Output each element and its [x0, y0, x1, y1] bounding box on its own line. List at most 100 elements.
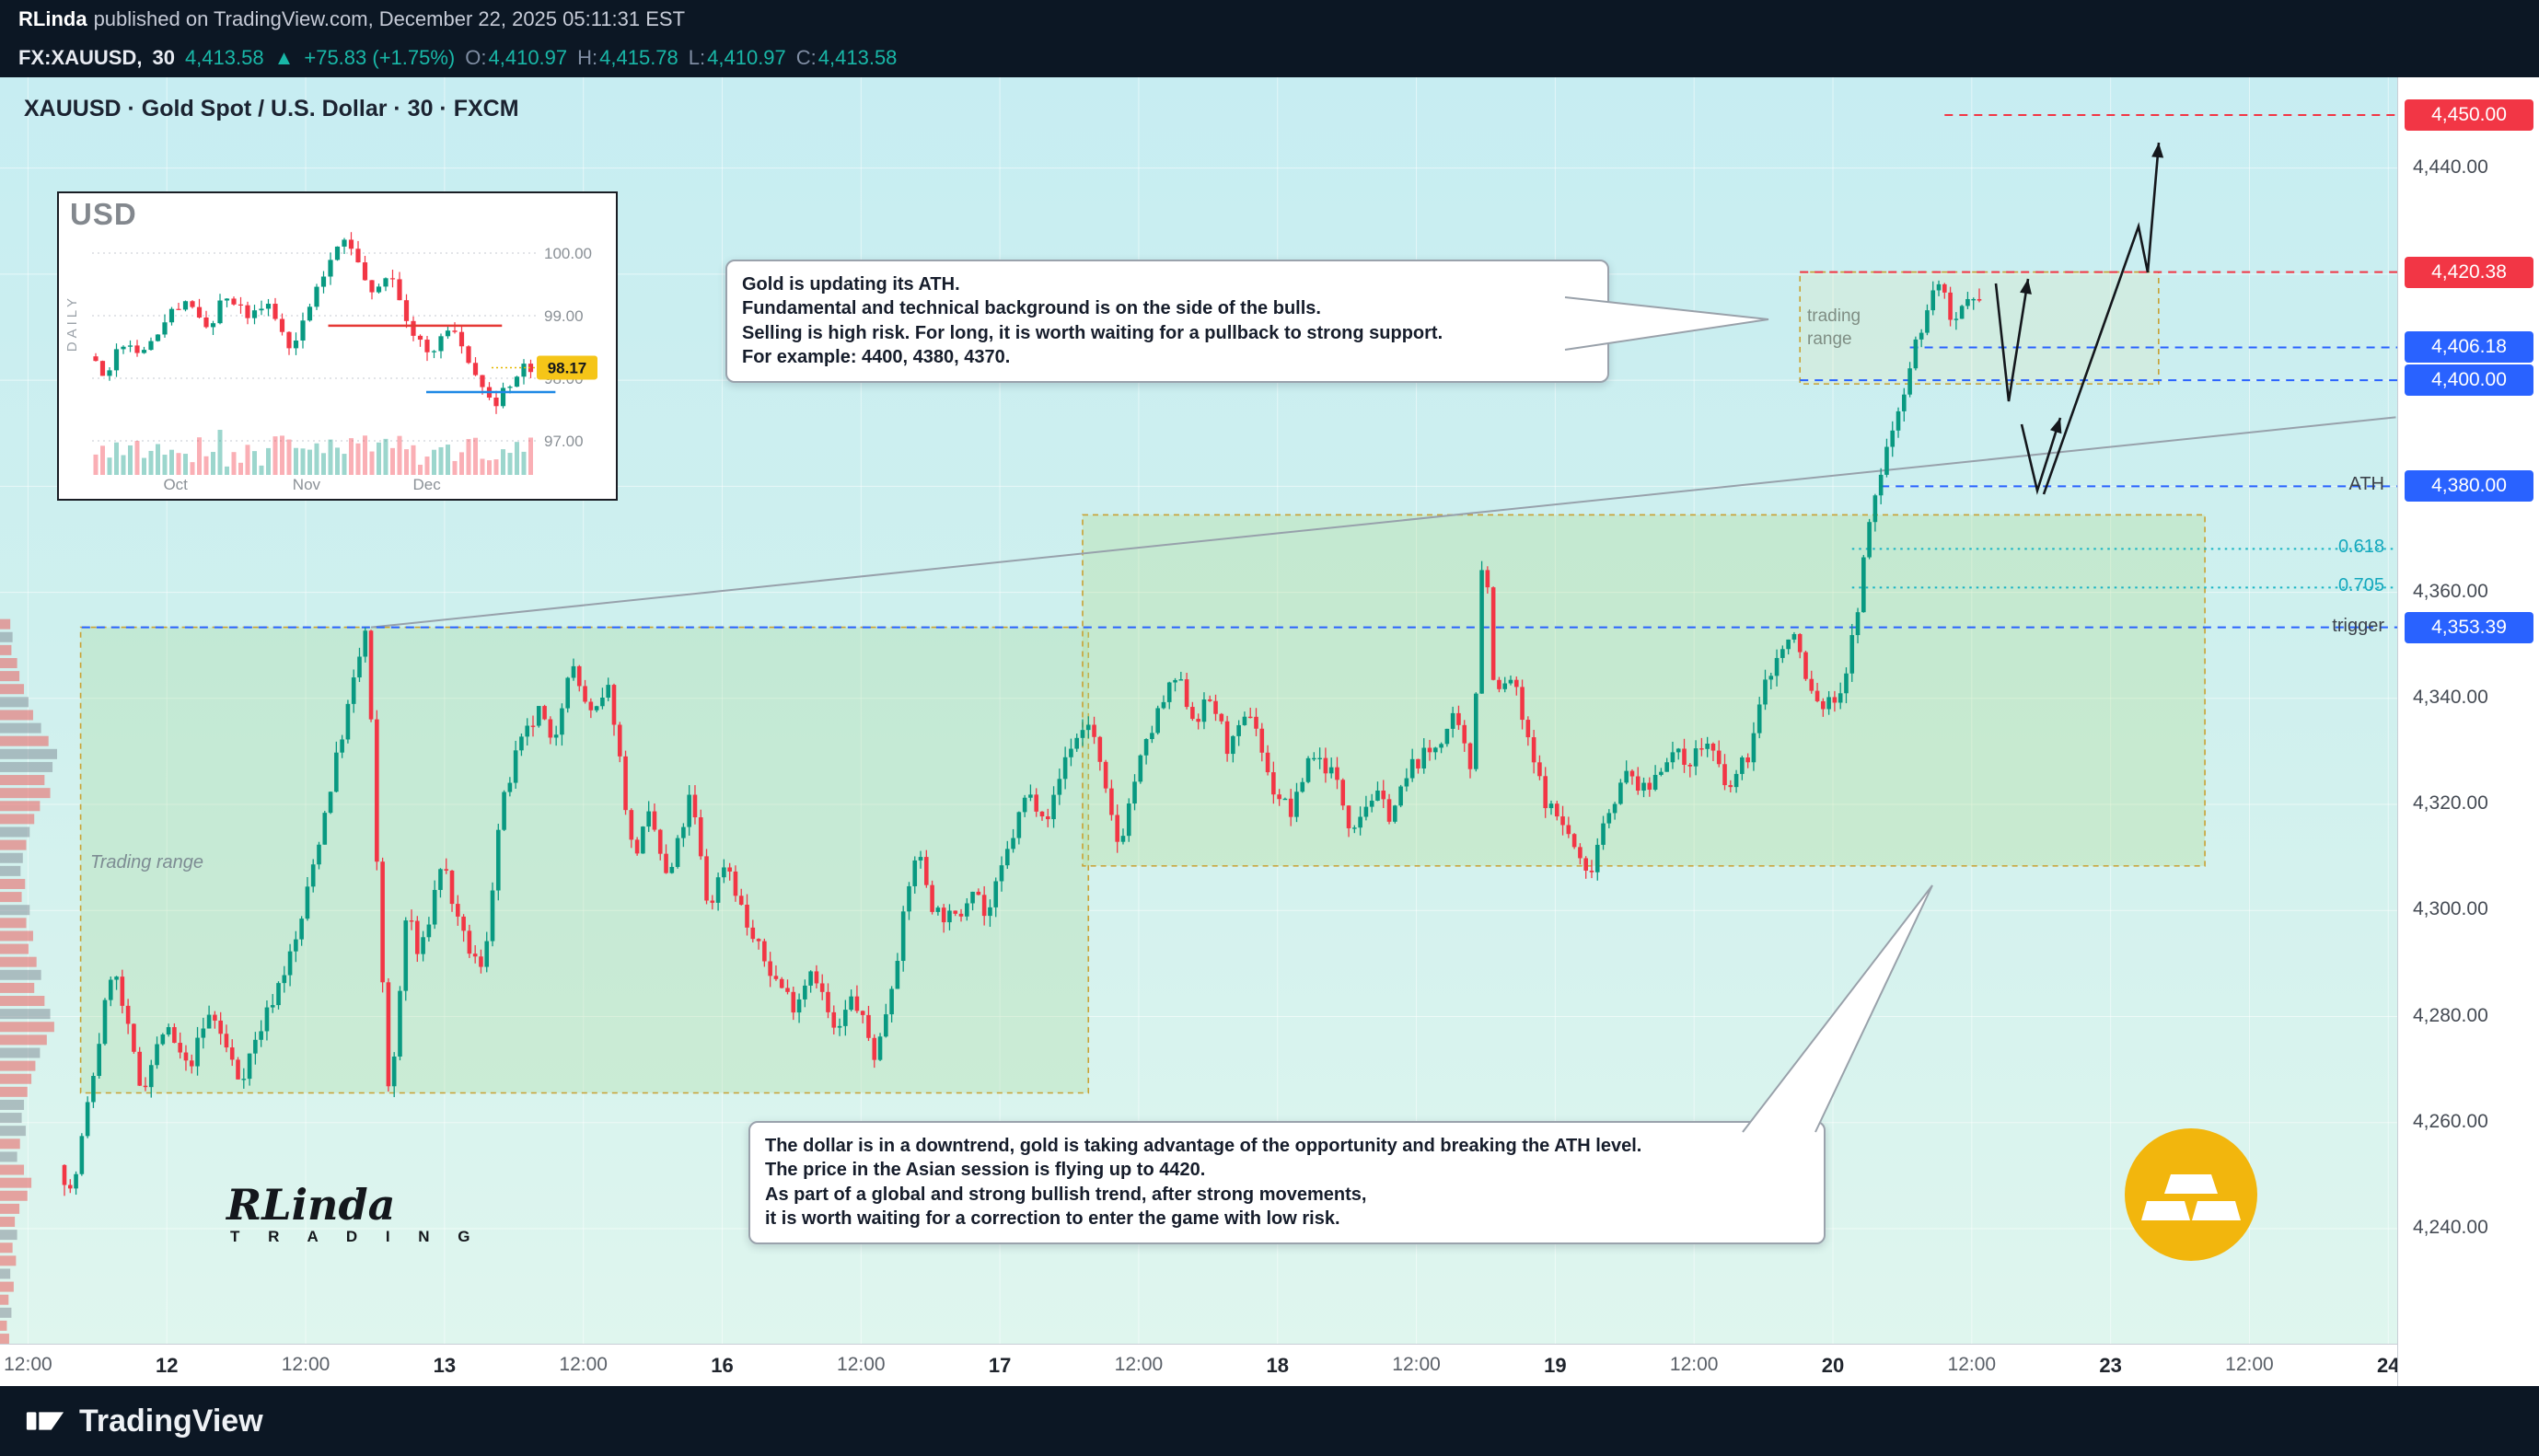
- chart-rect: [1456, 712, 1461, 725]
- inset-volume-bar: [452, 460, 458, 475]
- chart-rect: [1340, 780, 1346, 806]
- watermark-subtitle: T R A D I N G: [230, 1228, 482, 1245]
- chart-rect: [1647, 782, 1652, 790]
- chart-rect: [0, 618, 11, 630]
- chart-rect: [1138, 755, 1143, 782]
- chart-rect: [1444, 728, 1450, 745]
- chart-rect: [1479, 570, 1484, 694]
- chart-rect: [1421, 747, 1427, 768]
- chart-rect: [328, 792, 333, 814]
- chart-rect: [0, 996, 45, 1007]
- time-axis-label: 19: [1544, 1354, 1567, 1377]
- chart-rect: [1173, 679, 1177, 683]
- chart-rect: [1404, 778, 1409, 787]
- chart-rect: [900, 911, 906, 962]
- inset-candle: [148, 341, 154, 351]
- chart-rect: [461, 916, 466, 931]
- chart-rect: [722, 867, 726, 878]
- chart-rect: [941, 907, 946, 923]
- time-axis-label: 18: [1266, 1354, 1289, 1377]
- price-level-badge: 4,450.00: [2405, 99, 2533, 131]
- inset-title: USD: [70, 197, 137, 231]
- chart-rect: [1323, 757, 1328, 774]
- chart-rect: [0, 878, 26, 889]
- chart-rect: [1722, 764, 1727, 786]
- chart-rect: [345, 703, 351, 740]
- chart-rect: [1381, 791, 1386, 800]
- inset-candle: [320, 276, 327, 287]
- chart-rect: [669, 866, 675, 873]
- inset-volume-bar: [107, 457, 112, 475]
- inset-volume-bar: [321, 453, 326, 475]
- chart-rect: [0, 1086, 28, 1097]
- chart-rect: [1693, 748, 1698, 767]
- chart-rect: [1022, 797, 1027, 813]
- chart-rect: [0, 657, 17, 668]
- author-link[interactable]: RLinda: [18, 7, 87, 30]
- chart-rect: [849, 996, 853, 1011]
- inset-candle: [362, 262, 368, 281]
- inset-volume-bar: [424, 456, 430, 475]
- chart-rect: [1814, 690, 1820, 701]
- time-axis-label: 20: [1821, 1354, 1845, 1377]
- time-axis-label: 12:00: [1947, 1354, 1997, 1375]
- chart-rect: [606, 685, 610, 699]
- chart-rect: [0, 1073, 32, 1084]
- inset-candle: [328, 260, 333, 277]
- chart-rect: [0, 1138, 20, 1150]
- inset-volume-bar: [203, 456, 209, 475]
- chart-rect: [247, 1053, 252, 1080]
- inset-volume-bar: [515, 442, 519, 475]
- inset-candle: [113, 349, 120, 371]
- inset-candle: [376, 286, 382, 293]
- tradingview-brand[interactable]: TradingView: [79, 1403, 263, 1439]
- chart-rect: [819, 983, 825, 992]
- chart-rect: [310, 864, 316, 887]
- chart-rect: [282, 975, 287, 984]
- inset-candle: [307, 306, 313, 321]
- chart-rect: [409, 920, 414, 922]
- chart-rect: [1120, 836, 1126, 842]
- chart-rect: [803, 985, 807, 1000]
- inset-candle: [314, 286, 319, 307]
- time-axis-label: 12: [155, 1354, 179, 1377]
- chart-rect: [1126, 803, 1131, 837]
- price-axis-label: 4,340.00: [2413, 686, 2488, 708]
- chart-rect: [785, 988, 790, 992]
- chart-rect: [1254, 716, 1258, 729]
- chart-rect: [0, 775, 45, 786]
- inset-volume-bar: [300, 448, 306, 475]
- chart-rect: [456, 904, 460, 917]
- chart-rect: [1034, 794, 1039, 812]
- chart-rect: [1525, 720, 1531, 738]
- chart-rect: [1774, 657, 1780, 676]
- inset-candle: [279, 318, 285, 332]
- price-axis[interactable]: 4,240.00 4,260.00 4,280.00 4,300.00 4,320.00…: [2397, 77, 2539, 1386]
- chart-rect: [472, 953, 478, 957]
- inset-volume-bar: [294, 447, 298, 475]
- chart-rect: [148, 1065, 154, 1088]
- chart-rect: [1687, 764, 1693, 767]
- inset-volume-bar: [231, 452, 237, 475]
- chart-rect: [166, 1027, 171, 1035]
- chart-rect: [79, 1136, 85, 1174]
- chart-rect: [981, 895, 987, 917]
- symbol-link[interactable]: FX:XAUUSD,: [18, 46, 143, 69]
- chart-rect: [907, 885, 911, 912]
- inset-volume-bar: [156, 444, 160, 475]
- chart-rect: [1896, 410, 1901, 431]
- chart-rect: [1977, 298, 1982, 301]
- chart-rect: [1867, 522, 1872, 558]
- time-axis[interactable]: 12:00 12 12:00 13 12:00 16 12:00 17 12:00 18 12:00…: [0, 1344, 2397, 1386]
- inset-price-label: 100.00: [544, 245, 592, 262]
- chart-rect: [0, 788, 51, 799]
- tradingview-logo-icon[interactable]: [24, 1400, 66, 1442]
- chart-rect: [1288, 798, 1293, 817]
- chart-rect: [449, 870, 455, 905]
- callout-line: Gold is updating its ATH.: [742, 274, 960, 295]
- chart-rect: [160, 1034, 166, 1045]
- price-level-badge: 4,420.38: [2405, 256, 2533, 288]
- chart-rect: [1473, 693, 1478, 769]
- chart-rect: [0, 1151, 17, 1162]
